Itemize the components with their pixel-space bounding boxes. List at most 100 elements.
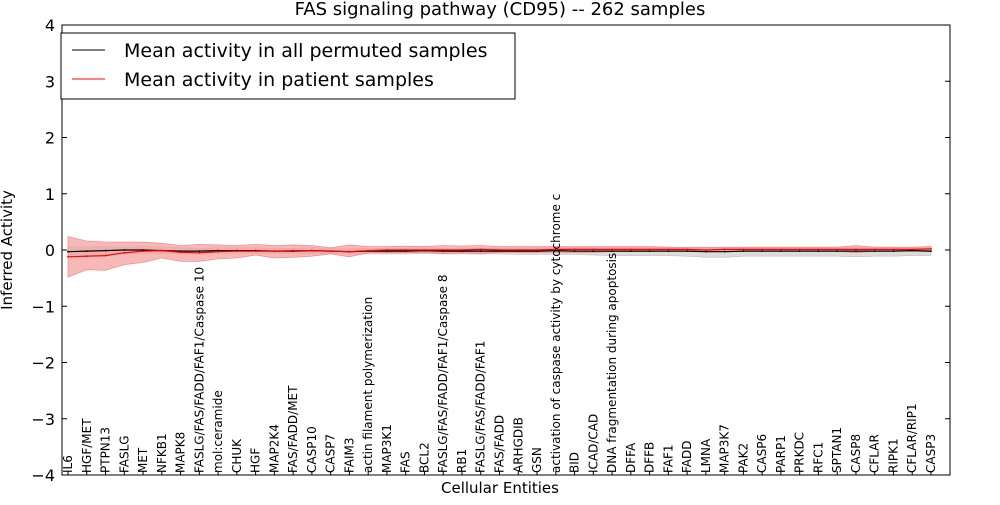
permuted-point — [629, 250, 632, 253]
permuted-point — [104, 249, 107, 252]
x-category-label: MAP3K1 — [380, 424, 394, 473]
permuted-point — [648, 250, 651, 253]
permuted-point — [723, 250, 726, 253]
patient-point — [273, 250, 276, 253]
x-category-label: RB1 — [455, 449, 469, 473]
patient-point — [723, 248, 726, 251]
x-category-label: NFKB1 — [155, 433, 169, 473]
patient-point — [742, 248, 745, 251]
legend-label-permuted: Mean activity in all permuted samples — [124, 40, 487, 62]
chart-title: FAS signaling pathway (CD95) -- 262 samp… — [295, 0, 706, 20]
patient-point — [780, 248, 782, 251]
x-category-label: HGF/MET — [80, 418, 94, 473]
x-category-label: FAS/FADD/MET — [286, 385, 300, 473]
y-tick-label: 3 — [45, 72, 55, 91]
y-tick-label: 1 — [45, 185, 55, 204]
x-category-label: RFC1 — [811, 442, 825, 473]
patient-point — [704, 249, 707, 251]
patient-point — [592, 248, 595, 251]
patient-point — [292, 249, 295, 252]
permuted-point — [611, 250, 613, 253]
patient-point — [629, 248, 632, 251]
patient-point — [254, 250, 257, 253]
patient-point — [217, 250, 219, 253]
y-tick-label: 2 — [45, 129, 55, 148]
patient-point — [817, 248, 820, 251]
patient-point — [873, 248, 876, 251]
patient-point — [198, 251, 201, 254]
x-category-label: FAS/FADD — [493, 415, 507, 473]
permuted-point — [592, 250, 595, 253]
x-category-label: GSN — [530, 447, 544, 473]
x-category-label: CASP8 — [849, 434, 863, 473]
x-category-label: FASLG — [117, 435, 131, 473]
patient-point — [67, 255, 69, 258]
x-axis-label: Cellular Entities — [441, 479, 559, 497]
permuted-point — [780, 250, 782, 253]
x-category-label: RIPK1 — [886, 438, 900, 473]
x-category-label: FASLG/FAS/FADD/FAF1 — [474, 341, 488, 473]
x-category-label: MET — [136, 447, 150, 473]
patient-point — [686, 248, 689, 251]
patient-point — [85, 255, 88, 258]
patient-point — [235, 250, 238, 253]
patient-point — [517, 249, 520, 251]
patient-point — [160, 249, 163, 252]
x-category-label: CASP3 — [924, 434, 938, 473]
patient-point — [911, 248, 914, 251]
y-axis-label: Inferred Activity — [0, 190, 16, 310]
patient-point — [554, 248, 557, 251]
x-category-label: PAK2 — [736, 443, 750, 473]
x-category-label: actin filament polymerization — [361, 297, 375, 473]
permuted-point — [573, 250, 576, 253]
x-category-label: IL6 — [61, 455, 75, 473]
x-category-label: CASP6 — [755, 434, 769, 473]
legend: Mean activity in all permuted samples Me… — [60, 32, 516, 100]
patient-point — [761, 248, 764, 251]
permuted-point — [667, 250, 670, 253]
y-tick-label: −1 — [31, 297, 55, 316]
permuted-point — [817, 250, 820, 253]
permuted-point — [892, 250, 895, 253]
patient-point — [442, 249, 445, 251]
x-axis-categories: IL6 HGF/MET PTPN13 FASLG MET NFKB1 MAPK8 FASLG/… — [61, 194, 938, 475]
x-category-label: SPTAN1 — [830, 427, 844, 473]
patient-point — [310, 249, 313, 252]
x-category-label: ICAD/CAD — [586, 414, 600, 473]
x-category-label: HGF — [249, 448, 263, 473]
permuted-point — [704, 250, 707, 253]
x-category-label: ARHGDIB — [511, 417, 525, 473]
y-axis: 4 3 2 1 0 −1 −2 −3 −4 — [31, 16, 950, 485]
permuted-point — [836, 250, 839, 253]
x-category-label: FAIM3 — [342, 437, 356, 473]
legend-label-patient: Mean activity in patient samples — [124, 69, 434, 91]
x-category-label: PARP1 — [774, 435, 788, 473]
permuted-point — [930, 250, 932, 253]
patient-point — [798, 248, 801, 251]
permuted-point — [479, 250, 482, 253]
patient-point — [461, 249, 463, 251]
patient-point — [479, 248, 482, 251]
permuted-point — [873, 250, 876, 253]
patient-point — [329, 250, 332, 253]
y-tick-label: −2 — [31, 354, 55, 373]
patient-point — [423, 249, 426, 251]
patient-point — [892, 248, 895, 251]
x-category-label: CHUK — [230, 438, 244, 473]
patient-point — [536, 249, 538, 251]
x-category-label: FADD — [680, 441, 694, 474]
y-tick-label: 4 — [45, 16, 55, 35]
permuted-point — [123, 249, 126, 251]
permuted-point — [742, 250, 745, 253]
permuted-point — [686, 250, 689, 253]
patient-point — [855, 248, 857, 251]
permuted-point — [761, 250, 764, 253]
patient-point — [104, 254, 107, 257]
x-category-label: DFFB — [643, 442, 657, 473]
series-lines — [67, 247, 932, 258]
x-category-label: FASLG/FAS/FADD/FAF1/Caspase 10 — [192, 267, 206, 473]
patient-point — [648, 248, 651, 251]
plot-area — [67, 236, 932, 278]
x-category-label: PTPN13 — [99, 427, 113, 473]
x-category-label: DFFA — [624, 442, 638, 473]
